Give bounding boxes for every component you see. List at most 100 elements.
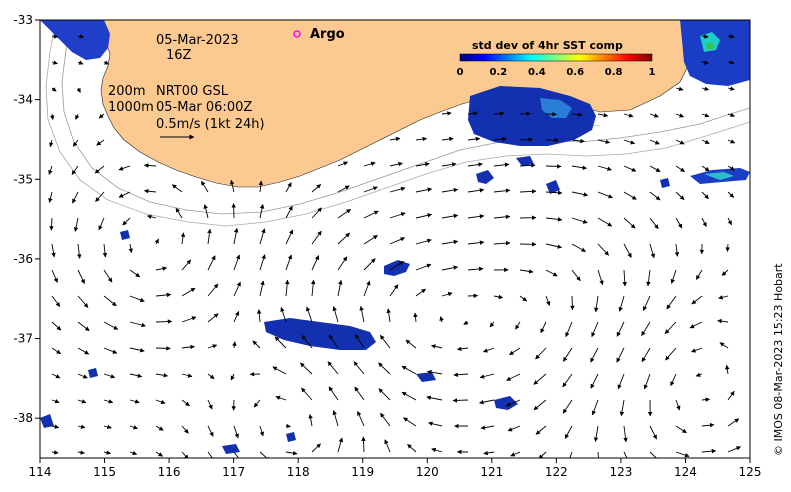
current-arrow [441, 265, 459, 271]
current-arrow [623, 243, 632, 258]
current-arrow [675, 191, 685, 201]
current-arrow [207, 255, 216, 271]
colorbar-tick-label: 0.2 [490, 67, 508, 78]
current-arrow [480, 425, 495, 430]
current-arrow [103, 321, 119, 330]
current-arrow [649, 191, 661, 201]
current-arrow [207, 344, 218, 349]
current-arrow [389, 161, 403, 167]
current-arrow [103, 295, 117, 307]
current-arrow [256, 309, 262, 323]
current-arrow [535, 425, 547, 435]
current-arrow [129, 399, 140, 404]
current-arrow [129, 425, 139, 430]
current-arrow [594, 295, 599, 313]
current-arrow [441, 239, 459, 245]
current-arrow [439, 316, 444, 323]
current-arrow [415, 213, 433, 219]
current-arrow [571, 269, 581, 282]
x-tick-label: 119 [351, 465, 374, 479]
current-arrow [597, 191, 613, 199]
current-arrow [232, 341, 237, 349]
current-arrow [51, 269, 58, 283]
current-arrow [207, 451, 216, 458]
current-arrow [441, 136, 454, 142]
current-arrow [258, 180, 264, 193]
current-arrow [98, 217, 105, 231]
current-arrow [310, 279, 316, 297]
argo-label: Argo [310, 27, 345, 42]
current-arrow [143, 188, 157, 194]
current-arrow [259, 254, 266, 271]
current-arrow [623, 425, 628, 443]
current-arrow [363, 280, 371, 297]
current-arrow [467, 162, 483, 167]
current-arrow [155, 399, 166, 405]
current-arrow [401, 365, 417, 375]
current-arrow [77, 269, 85, 285]
current-arrow [103, 424, 112, 430]
current-arrow [545, 190, 563, 195]
current-arrow [727, 418, 740, 427]
current-arrow [118, 191, 131, 198]
current-arrow [233, 227, 239, 245]
current-arrow [701, 191, 709, 200]
current-arrow [727, 86, 735, 91]
current-arrow [129, 373, 143, 378]
current-arrow [77, 34, 85, 39]
colorbar-tick-label: 0.6 [566, 67, 584, 78]
current-arrow [359, 305, 365, 323]
current-arrow [181, 316, 197, 323]
current-arrow [428, 421, 443, 427]
current-arrow [431, 447, 443, 453]
current-arrow [479, 399, 495, 405]
current-arrow [103, 347, 118, 354]
current-arrow [643, 373, 651, 390]
depth-label-200m: 200m [108, 84, 145, 99]
current-arrow [415, 136, 428, 142]
current-arrow [519, 295, 528, 302]
x-tick-label: 115 [93, 465, 116, 479]
current-arrow [73, 217, 79, 232]
current-arrow [590, 347, 599, 363]
current-arrow [675, 399, 681, 411]
isobath-1000m [45, 20, 750, 227]
current-arrow [353, 361, 365, 375]
current-arrow [301, 335, 313, 349]
current-arrow [665, 347, 677, 361]
x-tick-label: 117 [222, 465, 245, 479]
current-arrow [725, 243, 730, 252]
current-arrow [405, 339, 417, 349]
current-arrow [407, 443, 417, 453]
current-arrow [274, 336, 287, 349]
current-arrow [51, 87, 57, 92]
current-arrow [233, 425, 239, 439]
current-arrow [233, 310, 240, 323]
current-arrow [727, 217, 732, 226]
current-arrow [519, 137, 534, 142]
current-arrow [389, 284, 399, 297]
current-arrow [641, 347, 651, 363]
current-arrow [413, 312, 418, 323]
current-arrow [51, 373, 61, 379]
current-arrow [311, 184, 322, 193]
x-tick-label: 123 [609, 465, 632, 479]
current-arrow [701, 113, 710, 118]
current-arrow [545, 243, 563, 249]
current-arrow [519, 269, 534, 274]
current-arrow [171, 184, 183, 193]
current-arrow [103, 373, 116, 379]
current-arrow [337, 256, 348, 271]
current-arrow [623, 113, 634, 118]
current-arrow [76, 243, 82, 259]
current-arrow [623, 191, 637, 200]
current-arrow [253, 399, 261, 408]
current-arrow [617, 373, 625, 390]
current-arrow [332, 306, 339, 323]
current-arrow [479, 373, 495, 379]
current-arrow [129, 450, 138, 456]
current-arrow [175, 207, 183, 219]
current-arrow [155, 373, 169, 378]
current-arrow [674, 243, 680, 257]
current-arrow [623, 139, 636, 145]
